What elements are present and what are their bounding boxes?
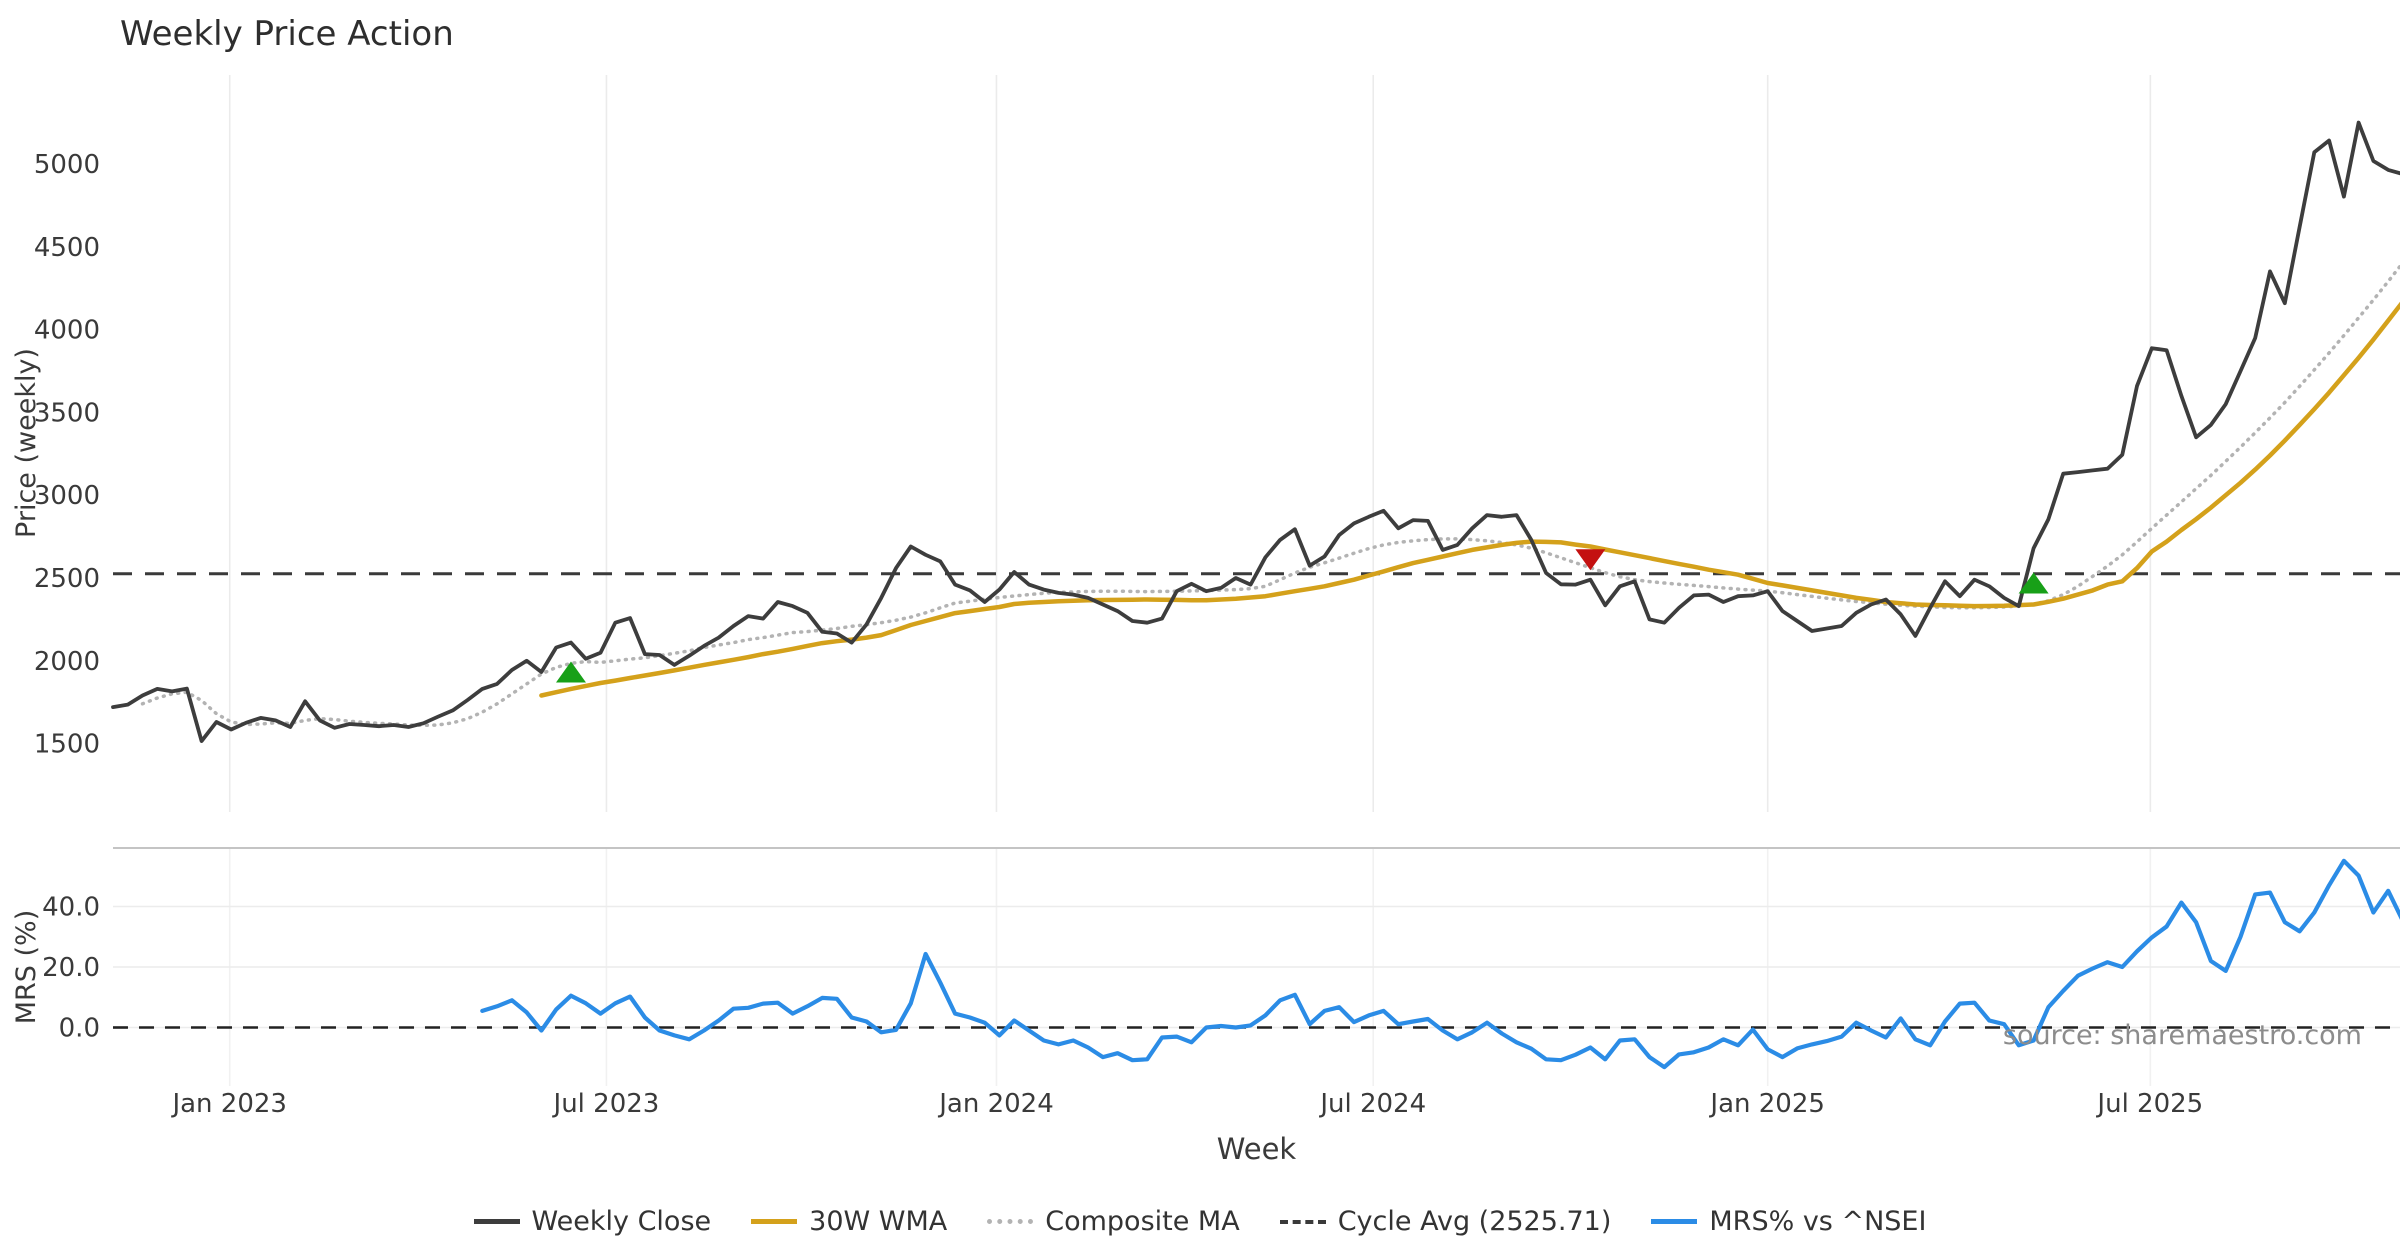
legend-label: 30W WMA	[809, 1206, 948, 1237]
price-tick-label: 2500	[34, 564, 100, 594]
price-tick-label: 1500	[34, 730, 100, 760]
composite-ma-line	[140, 263, 2400, 728]
legend-item: MRS% vs ^NSEI	[1651, 1206, 1926, 1237]
legend-item: 30W WMA	[751, 1206, 947, 1237]
buy-signal-marker	[2018, 572, 2049, 594]
mrs-axis-label: MRS (%)	[11, 909, 42, 1025]
x-tick-label: Jul 2023	[552, 1089, 660, 1119]
legend-item: Cycle Avg (2525.71)	[1279, 1206, 1612, 1237]
buy-signal-marker	[555, 661, 586, 683]
sell-signal-marker	[1575, 549, 1606, 571]
price-tick-label: 2000	[34, 647, 100, 677]
mrs-line	[480, 858, 2400, 1070]
price-tick-label: 3500	[34, 398, 100, 428]
wma-line	[539, 301, 2400, 698]
legend-swatch-dashed	[1279, 1219, 1326, 1224]
legend-label: Weekly Close	[531, 1206, 712, 1237]
price-tick-label: 5000	[34, 150, 100, 180]
legend-swatch-solid	[473, 1219, 520, 1224]
mrs-tick-label: 40.0	[42, 893, 100, 923]
x-tick-label: Jul 2024	[1318, 1089, 1426, 1119]
legend-label: Composite MA	[1045, 1206, 1240, 1237]
x-tick-label: Jan 2025	[1708, 1089, 1825, 1119]
weekly-close-line	[111, 120, 2400, 743]
legend-item: Composite MA	[987, 1206, 1240, 1237]
legend-label: MRS% vs ^NSEI	[1709, 1206, 1927, 1237]
legend: Weekly Close 30W WMA Composite MA Cycle Avg…	[0, 1206, 2400, 1237]
price-tick-label: 4000	[34, 316, 100, 346]
source-note: source: sharemaestro.com	[2002, 1020, 2362, 1051]
legend-label: Cycle Avg (2525.71)	[1337, 1206, 1612, 1237]
price-axis-label: Price (weekly)	[11, 348, 42, 538]
x-axis-label: Week	[1216, 1132, 1297, 1166]
chart-title: Weekly Price Action	[120, 14, 454, 54]
x-tick-label: Jan 2023	[170, 1089, 287, 1119]
price-tick-label: 3000	[34, 481, 100, 511]
mrs-tick-label: 20.0	[42, 953, 100, 983]
legend-swatch-solid	[751, 1219, 798, 1224]
legend-item: Weekly Close	[473, 1206, 712, 1237]
x-tick-label: Jan 2024	[937, 1089, 1054, 1119]
legend-swatch-dotted	[987, 1219, 1034, 1224]
legend-swatch-solid	[1651, 1219, 1698, 1224]
price-tick-label: 4500	[34, 233, 100, 263]
x-tick-label: Jul 2025	[2095, 1089, 2203, 1119]
mrs-tick-label: 0.0	[59, 1014, 100, 1044]
